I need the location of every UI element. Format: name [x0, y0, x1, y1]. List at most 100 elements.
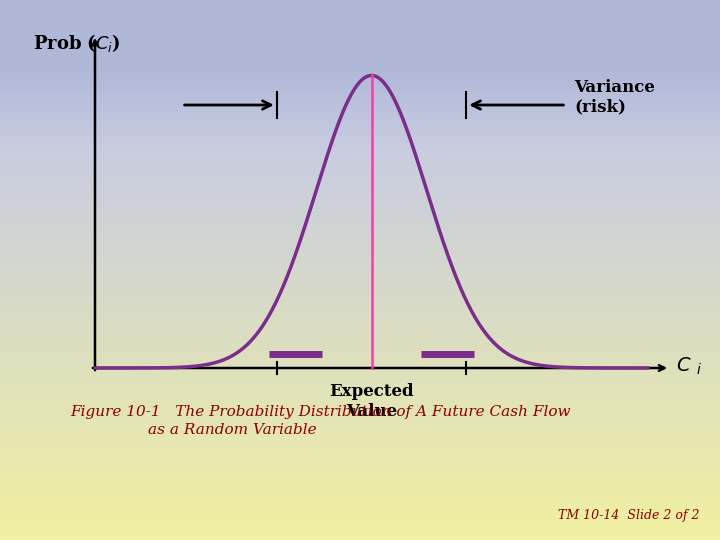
Bar — [0, 440, 720, 442]
Bar — [0, 27, 720, 28]
Bar — [0, 163, 720, 165]
Bar — [0, 177, 720, 178]
Bar — [0, 416, 720, 417]
Bar — [0, 310, 720, 312]
Bar — [0, 32, 720, 33]
Bar — [0, 335, 720, 336]
Bar — [0, 4, 720, 5]
Text: Figure 10-1   The Probability Distribution of A Future Cash Flow: Figure 10-1 The Probability Distribution… — [70, 405, 570, 419]
Bar — [0, 329, 720, 330]
Bar — [0, 224, 720, 226]
Bar — [0, 200, 720, 201]
Bar — [0, 535, 720, 536]
Bar — [0, 133, 720, 135]
Bar — [0, 261, 720, 262]
Bar — [0, 219, 720, 220]
Bar — [0, 154, 720, 156]
Bar — [0, 377, 720, 378]
Bar — [0, 94, 720, 96]
Bar — [0, 518, 720, 519]
Bar — [0, 174, 720, 176]
Bar — [0, 428, 720, 429]
Bar — [0, 320, 720, 321]
Bar — [0, 516, 720, 517]
Bar — [0, 408, 720, 409]
Bar — [0, 462, 720, 463]
Bar — [0, 280, 720, 281]
Bar — [0, 401, 720, 402]
Bar — [0, 238, 720, 239]
Bar — [0, 11, 720, 12]
Bar — [0, 84, 720, 85]
Bar — [0, 187, 720, 189]
Bar — [0, 0, 720, 2]
Bar — [0, 475, 720, 476]
Bar — [0, 119, 720, 120]
Bar — [0, 490, 720, 491]
Bar — [0, 421, 720, 422]
Bar — [0, 241, 720, 243]
Bar — [0, 459, 720, 460]
Bar — [0, 501, 720, 502]
Bar — [0, 112, 720, 113]
Bar — [0, 237, 720, 238]
Bar — [0, 275, 720, 276]
Bar — [0, 449, 720, 451]
Bar — [0, 399, 720, 400]
Bar — [0, 397, 720, 399]
Bar — [0, 8, 720, 10]
Bar — [0, 167, 720, 168]
Bar — [0, 268, 720, 270]
Bar — [0, 33, 720, 35]
Bar — [0, 382, 720, 383]
Bar — [0, 302, 720, 303]
Bar — [0, 427, 720, 428]
Bar — [0, 140, 720, 141]
Bar — [0, 254, 720, 255]
Bar — [0, 294, 720, 296]
Bar — [0, 179, 720, 181]
Bar — [0, 103, 720, 104]
Bar — [0, 45, 720, 46]
Bar — [0, 336, 720, 338]
Bar — [0, 372, 720, 373]
Bar — [0, 498, 720, 500]
Bar — [0, 31, 720, 32]
Bar — [0, 144, 720, 146]
Bar — [0, 512, 720, 513]
Bar — [0, 147, 720, 149]
Bar — [0, 526, 720, 528]
Bar — [0, 247, 720, 248]
Bar — [0, 339, 720, 340]
Bar — [0, 79, 720, 81]
Bar — [0, 49, 720, 50]
Bar — [0, 128, 720, 130]
Bar — [0, 379, 720, 381]
Bar — [0, 321, 720, 322]
Bar — [0, 282, 720, 284]
Bar — [0, 322, 720, 324]
Bar — [0, 305, 720, 306]
Bar — [0, 448, 720, 449]
Bar — [0, 347, 720, 348]
Bar — [0, 6, 720, 8]
Bar — [0, 240, 720, 241]
Bar — [0, 54, 720, 56]
Bar — [0, 422, 720, 424]
Bar — [0, 139, 720, 140]
Bar — [0, 15, 720, 16]
Bar — [0, 332, 720, 333]
Bar — [0, 534, 720, 535]
Bar — [0, 383, 720, 384]
Bar — [0, 476, 720, 478]
Bar — [0, 278, 720, 280]
Bar — [0, 368, 720, 370]
Bar — [0, 68, 720, 69]
Bar — [0, 418, 720, 420]
Bar — [0, 378, 720, 379]
Bar — [0, 505, 720, 507]
Bar — [0, 191, 720, 192]
Bar — [0, 276, 720, 278]
Bar — [0, 56, 720, 57]
Bar — [0, 530, 720, 532]
